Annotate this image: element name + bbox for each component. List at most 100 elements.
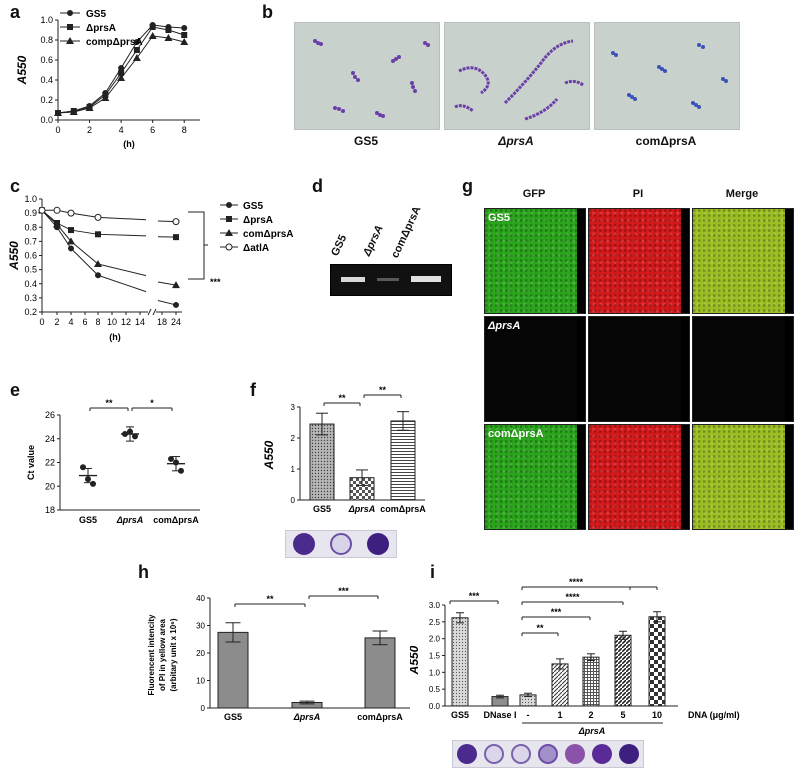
h-y-tick-label: 40 [196,594,205,603]
c-x-tick-label: 12 [121,317,131,327]
c-axis-break [152,308,157,316]
c-y-tick-label: 0.4 [24,279,37,289]
f-y-label: A550 [262,440,276,470]
h-y-tick-label: 30 [196,622,205,631]
well-i-dnase [483,744,504,764]
e-y-tick-label: 20 [45,481,55,491]
chart-a-growth-curve: 0.0 0.2 0.4 0.6 0.8 1.0 0 2 4 6 8 (h) A550 GS5 ΔprsA co… [15,9,200,149]
e-point [168,455,174,462]
i-sig-label: **** [569,577,584,587]
i-bar [451,617,469,707]
e-point [90,480,96,487]
a-x-label: (h) [123,139,135,149]
a-legend-marker [66,37,74,44]
i-bar [582,656,600,707]
f-y-tick-label: 3 [291,403,296,412]
f-y-tick-label: 0 [291,496,296,505]
e-point [80,464,86,471]
gel-bands [341,276,441,282]
bacteria-chains-gs5 [313,39,430,118]
i-bar [614,634,632,707]
i-sig-label: *** [469,591,480,601]
c-point [38,206,46,214]
confocal-row-label-1: ΔprsA [488,320,521,332]
well-prsa [329,533,352,555]
a-point [165,27,172,33]
a-point [181,25,188,31]
a-x-tick-label: 4 [119,125,124,135]
f-y-tick-label: 2 [291,434,296,443]
c-series-line [97,216,147,221]
confocal-row-label-2: comΔprsA [488,428,544,440]
c-series-line [97,263,147,277]
h-category-label: GS5 [224,712,242,722]
gel-lane-label-comprsa: comΔprsA [389,204,424,260]
c-axis-break [147,308,152,316]
confocal-side-strip [681,317,689,421]
c-legend-marker [225,229,233,236]
well-i-5 [592,744,613,764]
micrograph-label-prsa: ΔprsA [498,134,534,148]
c-legend-label: ΔprsA [243,215,273,226]
c-y-tick-label: 0.5 [24,265,37,275]
c-point [53,220,61,228]
confocal-col-pi: PI [632,188,644,200]
a-point [118,70,125,76]
a-point [181,32,188,38]
c-point [68,245,74,252]
well-comprsa [366,533,389,555]
c-legend-marker [226,202,232,208]
i-category-label: 2 [588,710,593,720]
c-y-tick-label: 0.6 [24,251,37,261]
c-legend-label: GS5 [243,201,263,212]
confocal-side-strip [577,209,585,313]
f-bar [309,423,335,501]
e-point [178,467,184,474]
a-point [118,65,125,71]
chart-c-autolysis: 0.20.30.40.50.60.70.80.91.00 2 4 6 8 10 12 14 18… [7,194,294,342]
panel-e-letter: e [10,380,21,400]
h-y-label-line: Fluorencent intencity [147,614,156,695]
i-bar [648,616,666,707]
panel-f-letter: f [250,380,256,400]
panel-g-letter: g [462,176,473,196]
confocal-image-2-2 [692,424,794,530]
well-i-1 [537,744,558,764]
a-point [149,24,156,30]
a-point [85,104,94,111]
h-category-label: comΔprsA [357,712,403,722]
a-legend-marker [67,24,73,30]
confocal-side-strip [785,425,793,529]
bacteria-chains-prsa [454,39,584,121]
a-y-tick-label: 0.2 [40,95,53,105]
c-x-tick-label: 4 [68,317,73,327]
a-y-tick-label: 0.8 [40,35,53,45]
micrograph-gs5 [294,22,440,130]
c-y-tick-label: 0.9 [24,208,37,218]
e-category-label: comΔprsA [153,515,199,525]
e-y-tick-label: 24 [45,434,55,444]
crystal-violet-wells-i [452,740,644,768]
a-legend-marker [67,10,73,16]
a-point [54,109,62,116]
e-category-label: GS5 [79,515,97,525]
a-point [133,47,140,53]
confocal-image-2-1 [588,424,690,530]
c-point [95,231,101,238]
a-y-tick-label: 0.4 [40,75,53,85]
c-series-line [41,209,99,276]
c-x-tick-label: 14 [135,317,145,327]
micrograph-prsa [444,22,590,130]
c-point [173,301,179,308]
e-point [132,433,138,440]
c-point [173,234,179,241]
confocal-side-strip [785,209,793,313]
panel-a-letter: a [10,2,21,22]
h-y-tick-label: 0 [201,704,206,713]
c-series-line [42,209,99,218]
panel-b-letter: b [262,2,273,22]
c-y-tick-label: 0.8 [24,222,37,232]
c-sig-label: *** [210,277,221,287]
c-point [68,227,74,234]
